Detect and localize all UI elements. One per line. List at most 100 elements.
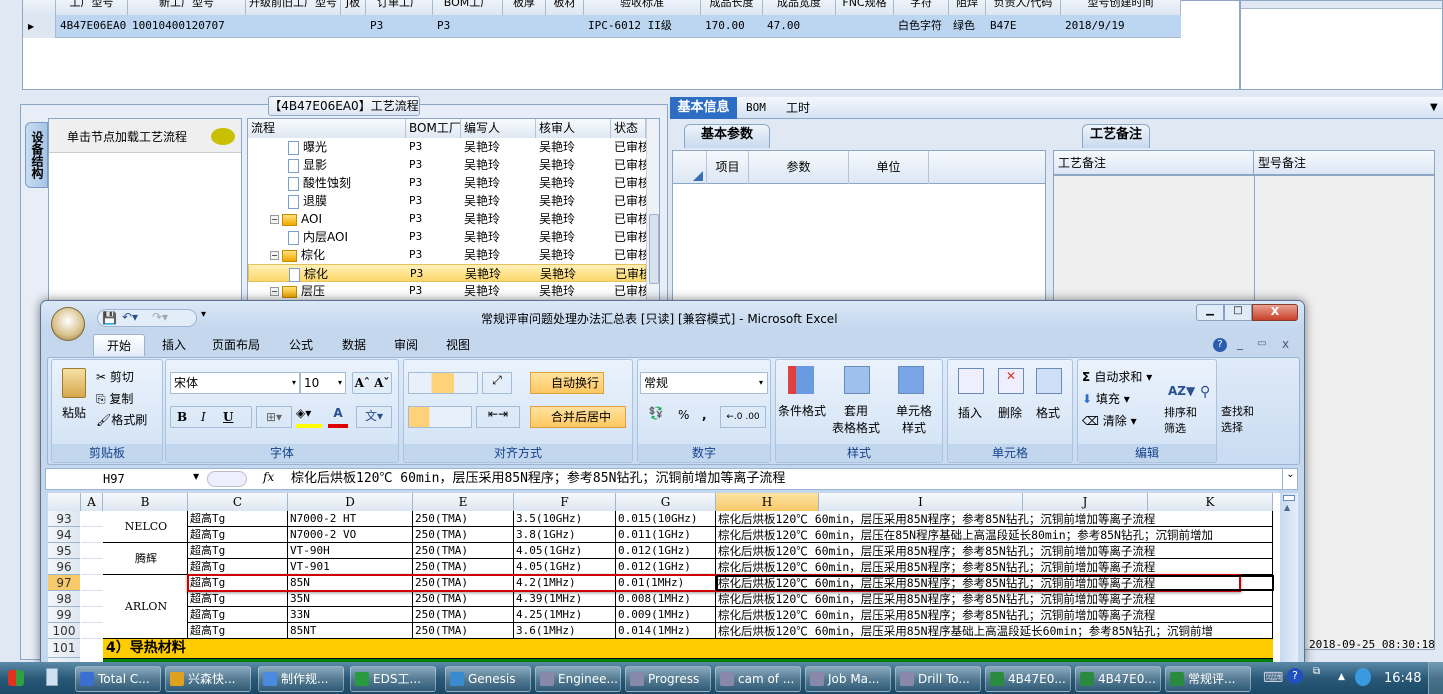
grid-corner[interactable] xyxy=(23,0,56,15)
undo-icon[interactable]: ↶▾ xyxy=(122,310,139,324)
cell-C[interactable]: 超高Tg xyxy=(188,623,288,639)
table-format-button[interactable]: 套用 表格格式 xyxy=(832,404,881,435)
column-header-B[interactable]: B xyxy=(103,493,188,511)
taskbar-item[interactable]: 4B47E0... xyxy=(985,666,1071,692)
row-header[interactable]: 93 xyxy=(48,511,80,527)
ribbon-tab[interactable]: 公式 xyxy=(288,338,313,352)
cell-D[interactable]: VT-901 xyxy=(288,559,413,575)
cell-F[interactable]: 4.39(1MHz) xyxy=(514,591,616,607)
collapse-icon[interactable]: − xyxy=(270,251,279,260)
cell-E[interactable]: 250(TMA) xyxy=(413,623,514,639)
column-header[interactable]: 字符 xyxy=(894,0,949,15)
format-button[interactable]: 格式 xyxy=(1036,406,1061,420)
wrap-text-button[interactable]: 自动换行 xyxy=(530,372,604,394)
minimize-button[interactable]: ▁ xyxy=(1196,304,1224,321)
format-painter-button[interactable]: 🖌格式刷 xyxy=(96,413,148,427)
tree-row[interactable]: 酸性蚀刻 P3 吴艳玲 吴艳玲 已审核 xyxy=(248,174,646,192)
cell-A[interactable] xyxy=(81,543,103,559)
vertical-scrollbar[interactable]: ▲ xyxy=(1280,493,1298,665)
column-header[interactable]: 工厂型号 xyxy=(56,0,128,15)
font-name-select[interactable]: 宋体 ▾ xyxy=(170,372,300,394)
cell-style-button[interactable]: 单元格 样式 xyxy=(896,404,933,435)
italic-button[interactable]: I xyxy=(201,410,206,424)
tree-row[interactable]: 棕化 P3 吴艳玲 吴艳玲 已审核 xyxy=(248,264,646,282)
taskbar-item[interactable]: Enginee... xyxy=(535,666,621,692)
cell-A[interactable] xyxy=(81,559,103,575)
cell-D[interactable]: N7000-2 HT xyxy=(288,511,413,527)
sort-filter-button[interactable]: 排序和 筛选 xyxy=(1164,406,1197,435)
column-header[interactable]: J板 xyxy=(341,0,366,15)
tree-row[interactable]: 显影 P3 吴艳玲 吴艳玲 已审核 xyxy=(248,156,646,174)
ribbon-tab[interactable]: 视图 xyxy=(445,338,470,352)
delete-button[interactable]: 删除 xyxy=(998,406,1023,420)
tree-node[interactable]: − 层压 xyxy=(270,282,325,300)
indent-buttons[interactable]: ⇤⇥ xyxy=(476,406,520,428)
col-process-remark[interactable]: 工艺备注 xyxy=(1054,151,1254,176)
cell-C[interactable]: 超高Tg xyxy=(188,559,288,575)
tree-node[interactable]: 酸性蚀刻 xyxy=(288,174,351,192)
tree-column-header[interactable]: 流程 xyxy=(248,119,406,138)
column-header[interactable]: 订单工厂 xyxy=(366,0,433,15)
customize-qat-icon[interactable]: ▾ xyxy=(201,309,207,320)
clear-button[interactable]: ⌫ 清除 ▾ xyxy=(1082,414,1137,428)
show-hidden-icons[interactable]: ▲ xyxy=(1338,672,1345,682)
taskbar-item[interactable]: 4B47E0... xyxy=(1075,666,1161,692)
row-header[interactable]: 94 xyxy=(48,527,80,543)
cell-E[interactable]: 250(TMA) xyxy=(413,543,514,559)
cell-H[interactable]: 棕化后烘板120℃ 60min，层压采用85N程序；参考85N钻孔；沉铜前增加等… xyxy=(716,559,1273,575)
tab-work-hours[interactable]: 工时 xyxy=(786,101,811,115)
show-desktop-button[interactable] xyxy=(1428,662,1443,694)
selected-model-row[interactable]: 4B47E06EA0 10010400120707 P3 P3 IPC-6012 II级… xyxy=(23,15,1181,38)
taskbar-item[interactable]: cam of ... xyxy=(715,666,801,692)
cell-A[interactable] xyxy=(81,527,103,543)
cell-F[interactable]: 3.6(1MHz) xyxy=(514,623,616,639)
scroll-up-icon[interactable]: ▲ xyxy=(1284,503,1291,512)
column-header[interactable]: 负责人/代码 xyxy=(986,0,1061,15)
cell-C[interactable]: 超高Tg xyxy=(188,527,288,543)
number-format-select[interactable]: 常规 ▾ xyxy=(640,372,768,394)
split-handle[interactable] xyxy=(1283,495,1295,501)
redo-icon[interactable]: ↷▾ xyxy=(152,310,169,324)
decimal-buttons[interactable]: ←.0 .00 xyxy=(720,406,766,428)
cell-F[interactable]: 3.8(1GHz) xyxy=(514,527,616,543)
column-header-K[interactable]: K xyxy=(1148,493,1273,511)
cell-G[interactable]: 0.012(1GHz) xyxy=(616,559,716,575)
ribbon-tab[interactable]: 数据 xyxy=(341,338,366,352)
formula-input[interactable]: 棕化后烘板120℃ 60min，层压采用85N程序；参考85N钻孔；沉铜前增加等… xyxy=(291,471,786,486)
manufacturer-cell[interactable]: NELCO xyxy=(103,511,188,543)
bold-button[interactable]: B xyxy=(177,410,188,424)
ribbon-tab[interactable]: 插入 xyxy=(161,338,186,352)
percent-button[interactable]: % xyxy=(678,408,690,422)
column-header-I[interactable]: I xyxy=(819,493,1023,511)
cell-C[interactable]: 超高Tg xyxy=(188,511,288,527)
taskbar-item[interactable]: Progress xyxy=(625,666,711,692)
comma-button[interactable]: , xyxy=(702,408,707,422)
cut-button[interactable]: ✂ 剪切 xyxy=(96,370,134,384)
col-item[interactable]: 项目 xyxy=(707,151,749,184)
name-box[interactable]: H97 xyxy=(103,472,125,486)
taskbar-item[interactable]: 制作规... xyxy=(258,666,344,692)
cell-D[interactable]: 85NT xyxy=(288,623,413,639)
insert-button[interactable]: 插入 xyxy=(958,406,983,420)
currency-button[interactable]: 💱 xyxy=(648,406,664,420)
column-header-J[interactable]: J xyxy=(1023,493,1148,511)
formula-splitter[interactable] xyxy=(207,471,247,487)
fill-color-button[interactable]: ◈▾ xyxy=(296,406,322,428)
cell-F[interactable]: 4.05(1GHz) xyxy=(514,543,616,559)
start-icon[interactable] xyxy=(8,670,24,686)
cell-F[interactable]: 4.05(1GHz) xyxy=(514,559,616,575)
font-grow-shrink-buttons[interactable]: Aˆ Aˇ xyxy=(352,372,392,394)
close-button[interactable]: X xyxy=(1252,304,1298,321)
column-header[interactable]: 新工厂型号 xyxy=(128,0,246,15)
ribbon-tab[interactable]: 开始 xyxy=(93,334,145,356)
load-process-hint[interactable]: 单击节点加载工艺流程 xyxy=(67,130,188,144)
copy-button[interactable]: ⎘ 复制 xyxy=(96,392,134,406)
taskbar-item[interactable]: 常规评... xyxy=(1165,666,1251,692)
col-param[interactable]: 参数 xyxy=(749,151,849,184)
merge-center-button[interactable]: 合并后居中 xyxy=(530,406,626,428)
maximize-button[interactable]: □ xyxy=(1224,304,1252,321)
cell-F[interactable]: 3.5(10GHz) xyxy=(514,511,616,527)
tree-node[interactable]: 棕化 xyxy=(289,265,328,283)
equipment-structure-tab[interactable]: 设备结构 xyxy=(25,122,48,188)
fill-button[interactable]: ⬇ 填充 ▾ xyxy=(1082,392,1130,406)
